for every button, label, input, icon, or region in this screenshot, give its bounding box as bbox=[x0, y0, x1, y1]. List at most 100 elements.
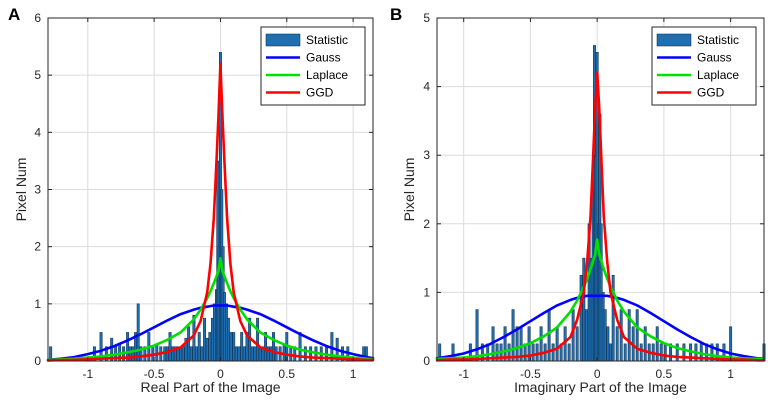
histogram-bar bbox=[205, 337, 209, 362]
x-tick-label: -0.5 bbox=[144, 367, 165, 381]
histogram-bar bbox=[237, 346, 241, 362]
histogram-bar bbox=[269, 346, 273, 362]
y-tick-label: 3 bbox=[423, 148, 430, 162]
y-tick-label: 6 bbox=[34, 11, 41, 25]
y-tick-label: 3 bbox=[34, 183, 41, 197]
x-tick-label: 0.5 bbox=[656, 367, 673, 381]
x-tick-label: 0 bbox=[217, 367, 224, 381]
legend: Statistic Gauss Laplace GGD bbox=[260, 26, 366, 106]
histogram-bar bbox=[234, 346, 238, 362]
histogram-bar bbox=[253, 346, 257, 362]
y-tick-label: 0 bbox=[423, 354, 430, 368]
histogram-bar bbox=[226, 317, 230, 362]
x-tick-label: 1 bbox=[350, 367, 357, 381]
histogram-bar bbox=[192, 315, 196, 362]
histogram-bar bbox=[603, 309, 607, 362]
x-tick-label: -1 bbox=[458, 367, 469, 381]
histogram-bar bbox=[136, 303, 140, 362]
legend-label-ggd: GGD bbox=[697, 86, 725, 100]
histogram-bar bbox=[659, 343, 663, 362]
histogram-bar bbox=[575, 326, 579, 362]
gauss-curve bbox=[46, 304, 375, 362]
histogram-bar bbox=[615, 326, 619, 362]
x-axis-label: Imaginary Part of the Image bbox=[514, 379, 687, 395]
histogram-bar bbox=[232, 332, 236, 362]
histogram-bar bbox=[539, 326, 543, 362]
histogram-bar bbox=[535, 343, 539, 362]
legend-label-ggd: GGD bbox=[306, 86, 334, 100]
histogram-bar bbox=[606, 326, 610, 362]
y-axis-label: Pixel Num bbox=[401, 158, 417, 222]
y-tick-label: 0 bbox=[34, 354, 41, 368]
histogram-bar bbox=[503, 326, 507, 362]
histogram-bar bbox=[555, 326, 559, 362]
histogram-bar bbox=[128, 346, 132, 362]
histogram-bar bbox=[639, 343, 643, 362]
legend-swatch-statistic bbox=[265, 33, 301, 47]
x-axis-label: Real Part of the Image bbox=[140, 379, 280, 395]
x-tick-label: 0.5 bbox=[278, 367, 295, 381]
panel-label: B bbox=[390, 5, 402, 24]
histogram-bar bbox=[551, 343, 555, 362]
histogram-bar bbox=[200, 346, 204, 362]
legend-label-gauss: Gauss bbox=[306, 51, 341, 65]
histogram-bar bbox=[729, 326, 733, 362]
histogram-bar bbox=[623, 343, 627, 362]
histogram-bar bbox=[197, 332, 201, 362]
legend-label-laplace: Laplace bbox=[697, 68, 739, 82]
histogram-bar bbox=[635, 309, 639, 362]
laplace-curve bbox=[46, 256, 375, 362]
legend-label-statistic: Statistic bbox=[697, 33, 739, 47]
histogram-bar bbox=[203, 317, 206, 362]
x-tick-label: 0 bbox=[594, 367, 601, 381]
histogram-bar bbox=[567, 343, 571, 362]
histogram-bar bbox=[511, 309, 515, 362]
legend-label-statistic: Statistic bbox=[306, 33, 348, 47]
histogram-bar bbox=[531, 343, 535, 362]
histogram-bar bbox=[165, 346, 169, 362]
axes-box bbox=[436, 17, 765, 362]
y-tick-label: 1 bbox=[34, 297, 41, 311]
ggd-curve bbox=[435, 71, 766, 362]
gauss-curve bbox=[435, 294, 766, 361]
histogram-bar bbox=[240, 332, 244, 362]
histogram-bar bbox=[181, 346, 185, 362]
histogram-bar bbox=[655, 326, 659, 362]
histogram-bar bbox=[242, 346, 246, 362]
histogram-bar bbox=[229, 332, 233, 362]
chart-panel-b: -1 -0.5 0 0.5 1 0 1 2 3 4 5 Imaginary Part of the I… bbox=[390, 5, 766, 395]
y-tick-label: 2 bbox=[423, 217, 430, 231]
histogram-bar bbox=[208, 332, 212, 362]
x-tick-label: 1 bbox=[727, 367, 734, 381]
histogram-bar bbox=[195, 346, 199, 362]
y-tick-label: 2 bbox=[34, 240, 41, 254]
histogram-bar bbox=[131, 346, 135, 362]
legend: Statistic Gauss Laplace GGD bbox=[651, 26, 757, 106]
legend-label-gauss: Gauss bbox=[697, 51, 732, 65]
histogram-bar bbox=[272, 332, 275, 362]
histogram-bar bbox=[303, 346, 307, 362]
panel-label: A bbox=[8, 5, 20, 24]
histogram-bar bbox=[609, 343, 612, 362]
histogram-bar bbox=[282, 343, 286, 362]
histogram-bar bbox=[155, 343, 159, 362]
y-tick-label: 4 bbox=[34, 125, 41, 139]
y-tick-label: 4 bbox=[423, 80, 430, 94]
y-tick-label: 5 bbox=[423, 11, 430, 25]
legend-swatch-statistic bbox=[656, 33, 692, 47]
histogram-bar bbox=[250, 346, 254, 362]
histogram-bar bbox=[475, 309, 479, 362]
ggd-curve bbox=[46, 62, 375, 362]
histogram-bar bbox=[585, 309, 588, 362]
x-tick-label: -1 bbox=[82, 367, 93, 381]
legend-label-laplace: Laplace bbox=[306, 68, 348, 82]
laplace-curve bbox=[435, 238, 766, 361]
histogram-bar bbox=[309, 346, 313, 362]
histogram-bar bbox=[256, 317, 260, 362]
x-tick-label: -0.5 bbox=[520, 367, 541, 381]
chart-panel-a: -1 -0.5 0 0.5 1 0 1 2 3 4 5 6 Real Part of the Image… bbox=[8, 5, 375, 395]
y-tick-label: 5 bbox=[34, 68, 41, 82]
histogram-bar bbox=[187, 326, 191, 362]
y-tick-label: 1 bbox=[423, 285, 430, 299]
